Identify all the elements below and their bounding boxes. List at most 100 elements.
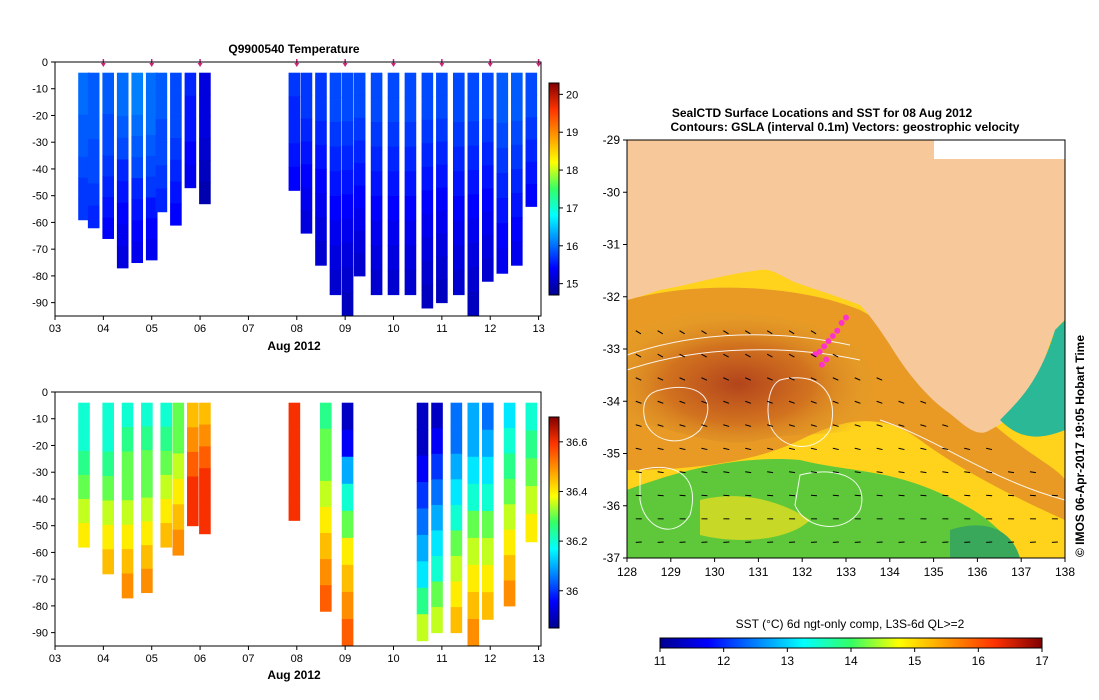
profile-cell xyxy=(131,220,144,242)
velocity-vector xyxy=(745,400,752,404)
profile-cell xyxy=(450,555,463,583)
profile-cell xyxy=(121,524,134,550)
map-x-tick-label: 138 xyxy=(1055,565,1075,579)
profile-cell xyxy=(431,428,443,455)
profile-cell xyxy=(320,428,332,456)
profile-cell xyxy=(511,168,523,194)
map-x-tick-label: 132 xyxy=(792,565,812,579)
map-y-tick-label: -35 xyxy=(603,447,621,461)
profile-cell xyxy=(404,122,417,148)
profile-cell xyxy=(102,451,114,477)
profile-cell xyxy=(102,500,114,526)
profile-cell xyxy=(160,474,173,500)
y-tick-label: -80 xyxy=(32,271,48,283)
profile-cell xyxy=(160,426,173,452)
velocity-vector xyxy=(788,424,795,427)
profile-cell xyxy=(155,165,168,190)
velocity-vector xyxy=(701,447,708,451)
profile-cell xyxy=(288,166,301,191)
profile-cell xyxy=(315,72,327,98)
velocity-vector xyxy=(723,400,730,404)
profile-cell xyxy=(341,218,354,244)
profile-cell xyxy=(172,428,185,454)
profile-cell xyxy=(467,72,480,98)
profile-cell xyxy=(496,198,509,224)
x-tick-label: 05 xyxy=(146,323,158,335)
profile-cell xyxy=(187,476,199,502)
profile-cell xyxy=(370,97,383,123)
profile-cell xyxy=(467,402,480,431)
profile-cell xyxy=(329,269,342,296)
salinity-plot-frame xyxy=(54,391,542,647)
velocity-vector xyxy=(898,400,905,404)
y-tick-label: -40 xyxy=(32,164,48,176)
profile-cell xyxy=(370,245,383,271)
profile-cell xyxy=(300,187,313,211)
profile-cell xyxy=(155,142,168,166)
velocity-vector xyxy=(635,330,642,335)
profile-cell xyxy=(370,122,383,148)
profile-cell xyxy=(184,164,197,189)
profile-cell xyxy=(450,479,463,506)
profile-cell xyxy=(496,122,509,149)
x-tick-label: 08 xyxy=(291,653,303,665)
profile-cell xyxy=(78,426,90,452)
map-y-tick-label: -30 xyxy=(603,185,621,199)
velocity-vector xyxy=(898,447,905,451)
profile-cell xyxy=(329,97,342,123)
sst-colorbar-tick-label: 14 xyxy=(844,654,858,668)
map-y-tick-label: -34 xyxy=(603,394,621,408)
profile-marker-head xyxy=(100,63,106,67)
velocity-vector xyxy=(723,471,730,474)
velocity-vector xyxy=(679,400,686,404)
sst-map-panel: SealCTD Surface Locations and SST for 08… xyxy=(603,106,1087,668)
profile-cell xyxy=(102,197,114,219)
profile-cell xyxy=(102,217,114,239)
profile-cell xyxy=(370,269,383,296)
colorbar-tick-label: 36.4 xyxy=(566,486,587,498)
colorbar-tick-label: 18 xyxy=(566,165,578,177)
profile-cell xyxy=(172,402,185,429)
sst-colorbar-tick-label: 15 xyxy=(908,654,922,668)
velocity-vector xyxy=(876,400,883,404)
profile-cell xyxy=(404,245,417,271)
profile-cell xyxy=(421,190,434,215)
x-tick-label: 08 xyxy=(291,323,303,335)
profile-cell xyxy=(131,114,144,137)
profile-cell xyxy=(341,170,354,195)
temperature-x-axis: 03 04 05 06 07 08 09 10 11 12 13 xyxy=(49,316,545,335)
sst-colorbar xyxy=(659,637,1043,649)
y-tick-label: -50 xyxy=(32,191,48,203)
velocity-vector xyxy=(701,424,708,427)
x-tick-label: 05 xyxy=(146,653,158,665)
velocity-vector xyxy=(876,377,883,381)
profile-cell xyxy=(503,504,516,531)
profile-cell xyxy=(467,170,480,195)
map-subtitle: Contours: GSLA (interval 0.1m) Vectors: … xyxy=(671,120,1020,134)
profile-cell xyxy=(160,523,173,548)
profile-cell xyxy=(300,72,313,97)
velocity-vector xyxy=(745,353,751,358)
profile-cell xyxy=(341,402,354,431)
profile-cell xyxy=(288,496,301,521)
profile-cell xyxy=(511,144,523,170)
profile-cell xyxy=(353,163,366,187)
geostrophic-vectors xyxy=(635,330,1058,543)
profile-marker-head xyxy=(391,63,397,67)
profile-cell xyxy=(199,160,211,183)
profile-cell xyxy=(404,269,417,296)
profile-cell xyxy=(199,511,211,535)
profile-cell xyxy=(78,498,90,524)
profile-cell xyxy=(315,193,327,218)
velocity-vector xyxy=(810,353,817,358)
profile-cell xyxy=(187,451,199,477)
profile-cell xyxy=(184,118,197,143)
profile-cell xyxy=(121,500,134,526)
salinity-x-axis: 03 04 05 06 07 08 09 10 11 12 13 xyxy=(49,646,545,665)
colorbar-tick-label: 19 xyxy=(566,127,578,139)
velocity-vector xyxy=(679,471,686,474)
velocity-vector xyxy=(1029,471,1036,474)
x-tick-label: 03 xyxy=(49,323,61,335)
velocity-vector xyxy=(898,424,905,427)
profile-cell xyxy=(467,564,480,593)
